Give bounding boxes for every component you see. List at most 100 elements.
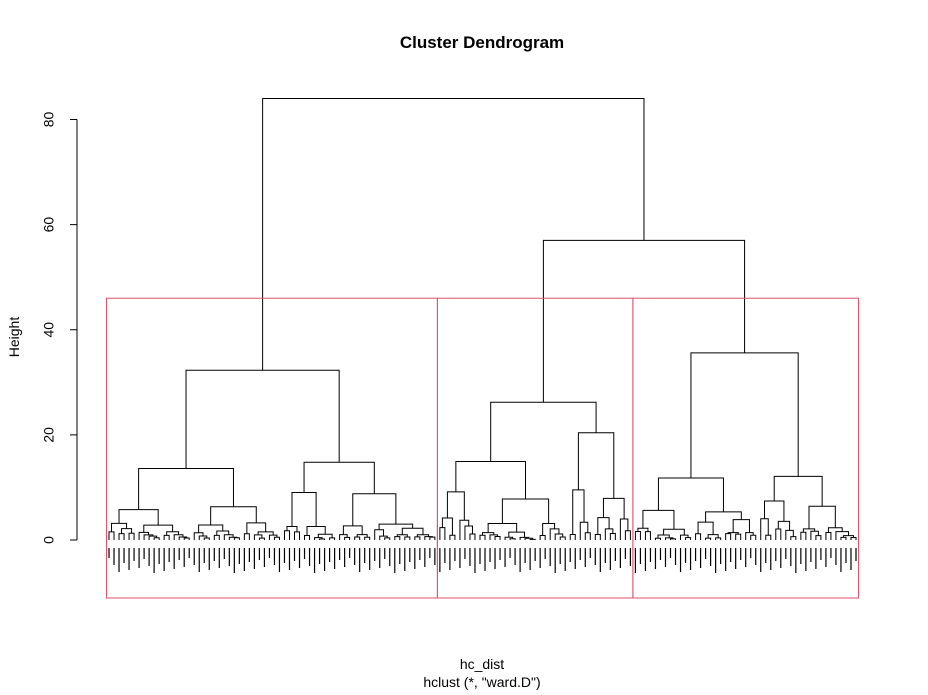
dendrogram-branch	[319, 538, 326, 540]
dendrogram-branch	[178, 536, 188, 540]
dendrogram-branch	[210, 506, 257, 525]
dendrogram-branch	[441, 517, 453, 536]
y-axis-label: Height	[6, 317, 22, 358]
dendrogram-branch	[542, 239, 746, 403]
dendrogram-branch	[138, 468, 234, 510]
dendrogram-branch	[654, 537, 661, 540]
dendrogram-branch	[198, 535, 208, 540]
dendrogram-branch	[775, 528, 782, 540]
dendrogram-branch	[750, 534, 757, 540]
dendrogram-branch	[539, 535, 546, 540]
dendrogram-branch	[344, 536, 351, 540]
dendrogram-branch	[577, 432, 615, 499]
dendrogram-branch	[111, 522, 128, 532]
dendrogram-branch	[153, 537, 160, 540]
dendrogram-branch	[384, 537, 391, 540]
dendrogram-branch	[233, 537, 240, 540]
dendrogram-branch	[479, 534, 486, 540]
dendrogram-branch	[777, 520, 791, 531]
dendrogram-branch	[715, 537, 722, 540]
dendrogram-branch	[424, 536, 433, 540]
dendrogram-branch	[394, 536, 401, 540]
dendrogram-branch	[850, 536, 857, 540]
dendrogram-branch	[404, 536, 411, 540]
dendrogram-branch	[228, 536, 238, 540]
x-axis-label: hc_dist	[460, 656, 504, 672]
dendrogram-branch	[785, 529, 794, 540]
dendrogram-branch	[173, 534, 184, 540]
dendrogram-branch	[549, 528, 560, 540]
dendrogram-branch	[108, 531, 115, 540]
y-axis: 0 20 40 60 80	[41, 112, 78, 544]
dendrogram-branch	[304, 535, 311, 540]
y-tick-label: 80	[41, 112, 57, 128]
dendrogram-branch	[352, 493, 397, 526]
dendrogram-branch	[695, 533, 702, 540]
dendrogram-branch	[690, 352, 799, 478]
dendrogram-branch	[529, 538, 536, 540]
dendrogram-branch	[128, 532, 135, 540]
dendrogram-branch	[609, 532, 616, 540]
dendrogram-branch	[745, 532, 754, 540]
dendrogram-branch	[378, 523, 414, 530]
dendrogram-branch	[342, 525, 363, 535]
dendrogram-branch	[379, 535, 388, 540]
dendrogram-branch	[619, 518, 629, 540]
y-tick-label: 40	[41, 322, 57, 338]
dendrogram-branch	[303, 461, 375, 494]
dendrogram-branch	[455, 461, 527, 500]
dendrogram-branch	[705, 511, 742, 523]
dendrogram-branch	[253, 534, 263, 540]
dendrogram-branch	[602, 497, 625, 519]
dendrogram-branch	[449, 534, 456, 540]
dendrogram-branch	[262, 97, 645, 371]
dendrogram-branch	[118, 533, 125, 540]
dendrogram-branch	[705, 537, 712, 540]
dendrogram-branch	[509, 538, 516, 540]
dendrogram-branch	[584, 532, 591, 540]
dendrogram-branch	[790, 536, 797, 540]
dendrogram-branch	[203, 537, 210, 540]
method-subtitle: hclust (*, "ward.D")	[423, 674, 540, 690]
dendrogram-branch	[429, 536, 436, 540]
dendrogram-branch	[572, 489, 585, 535]
dendrogram-branch	[542, 523, 556, 536]
dendrogram-branch	[670, 538, 677, 540]
dendrogram-branch	[827, 527, 843, 533]
dendrogram-branch	[725, 533, 732, 540]
dendrogram-branch	[273, 536, 280, 540]
dendrogram-branch	[644, 531, 651, 540]
dendrogram-branch	[815, 535, 822, 540]
dendrogram-branch	[446, 491, 465, 521]
dendrogram-branch	[637, 527, 649, 532]
dendrogram-branch	[735, 533, 742, 540]
dendrogram-branch	[163, 534, 170, 540]
dendrogram-branch	[143, 534, 154, 540]
dendrogram-branch	[727, 532, 739, 535]
dendrogram-branch	[559, 536, 566, 540]
dendrogram-branch	[329, 537, 336, 540]
dendrogram-branch	[489, 534, 499, 540]
cluster-rect	[632, 297, 860, 599]
dendrogram-branch	[416, 534, 430, 537]
dendrogram-branch	[469, 533, 476, 540]
dendrogram-branch	[354, 536, 361, 540]
dendrogram-branch	[642, 509, 675, 530]
dendrogram-branch	[185, 369, 340, 469]
dendrogram-branch	[246, 522, 267, 534]
dendrogram-branch	[594, 534, 601, 540]
dendrogram-branch	[825, 532, 832, 540]
dendrogram-branch	[569, 534, 576, 540]
dendrogram-branch	[121, 528, 133, 534]
dendrogram-branch	[840, 536, 847, 540]
dendrogram-branch	[808, 505, 836, 529]
y-tick-label: 0	[41, 536, 57, 544]
chart-title: Cluster Dendrogram	[400, 33, 564, 52]
dendrogram-branch	[490, 401, 597, 462]
dendrogram-branch	[291, 491, 317, 527]
dendrogram-branch	[760, 518, 769, 540]
dendrogram-branch	[118, 509, 159, 526]
dendrogram-branch	[401, 527, 424, 535]
dendrogram-branch	[597, 517, 610, 535]
